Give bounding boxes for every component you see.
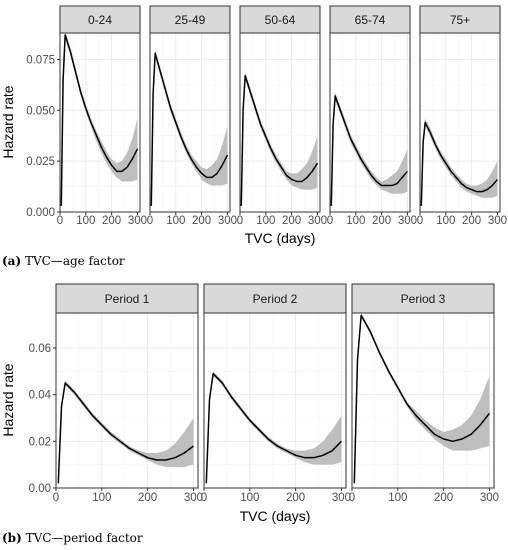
x-tick-label: 200 xyxy=(462,215,481,227)
x-tick-label: 100 xyxy=(256,215,275,227)
panel-75-: 75+ 0 100 200 300 xyxy=(417,5,507,227)
hazard-line xyxy=(57,382,194,484)
x-tick-label: 200 xyxy=(282,215,301,227)
x-tick-label: 0 xyxy=(349,492,355,504)
caption-b-text: TVC—period factor xyxy=(25,531,143,545)
facet-label: Period 3 xyxy=(401,292,446,306)
x-tick-label: 300 xyxy=(332,492,351,504)
x-tick-label: 100 xyxy=(346,215,365,227)
confidence-band xyxy=(421,118,498,206)
x-tick-label: 100 xyxy=(240,492,259,504)
confidence-band xyxy=(58,380,194,484)
facet-strip xyxy=(59,5,141,34)
hazard-line xyxy=(240,74,319,206)
panel-50-64: 50-64 0 100 200 300 xyxy=(237,5,327,227)
y-tick-label: 0.04 xyxy=(29,390,52,402)
facet-strip xyxy=(419,5,501,34)
hazard-line xyxy=(150,52,229,206)
facet-label: 25-49 xyxy=(175,13,206,27)
x-tick-label: 0 xyxy=(57,215,63,227)
y-axis-label: Hazard rate xyxy=(0,363,16,436)
panel-period-3: Period 3 0 100 200 300 xyxy=(349,283,499,504)
caption-b-label: (b) xyxy=(2,531,22,545)
y-tick-label: 0.050 xyxy=(26,105,55,117)
x-tick-label: 100 xyxy=(166,215,185,227)
caption-a-text: TVC—age factor xyxy=(24,254,125,268)
hazard-line xyxy=(205,372,342,484)
caption-a: (a) TVC—age factor xyxy=(2,254,125,268)
x-tick-label: 200 xyxy=(138,492,157,504)
panel-0-24: 0-24 0 100 200 300 xyxy=(57,5,147,227)
x-tick-label: 200 xyxy=(286,492,305,504)
x-tick-label: 100 xyxy=(436,215,455,227)
chart-age: 0.000 0.025 0.050 0.075 Hazard rate TVC (days… xyxy=(0,5,507,246)
confidence-band xyxy=(206,371,342,484)
panel-border xyxy=(351,312,495,489)
y-tick-label: 0.075 xyxy=(26,54,55,66)
x-tick-label: 200 xyxy=(192,215,211,227)
panel-border xyxy=(419,32,501,213)
x-tick-label: 0 xyxy=(417,215,423,227)
facet-label: 0-24 xyxy=(88,13,112,27)
hazard-line xyxy=(330,95,408,206)
x-tick-label: 300 xyxy=(398,215,417,227)
hazard-line xyxy=(353,314,491,484)
facet-label: Period 1 xyxy=(105,292,150,306)
panel-25-49: 25-49 0 100 200 300 xyxy=(147,5,237,227)
caption-b: (b) TVC—period factor xyxy=(2,531,143,545)
panel-border xyxy=(149,32,231,213)
x-tick-label: 200 xyxy=(102,215,121,227)
y-tick-label: 0.000 xyxy=(26,207,55,219)
facet-label: Period 2 xyxy=(253,292,298,306)
panel-border xyxy=(55,312,199,489)
facet-strip xyxy=(149,5,231,34)
x-tick-label: 0 xyxy=(237,215,243,227)
x-axis-label: TVC (days) xyxy=(245,230,316,246)
x-axis-label: TVC (days) xyxy=(240,508,311,524)
x-tick-label: 0 xyxy=(53,492,59,504)
panel-border xyxy=(203,312,347,489)
x-tick-label: 100 xyxy=(92,492,111,504)
y-tick-label: 0.06 xyxy=(29,343,51,355)
x-tick-label: 200 xyxy=(434,492,453,504)
x-tick-label: 100 xyxy=(76,215,95,227)
x-tick-label: 0 xyxy=(147,215,153,227)
x-tick-label: 300 xyxy=(480,492,499,504)
x-tick-label: 300 xyxy=(128,215,147,227)
x-tick-label: 300 xyxy=(184,492,203,504)
panel-border xyxy=(329,32,411,213)
chart-period: 0.00 0.02 0.04 0.06 Hazard rate TVC (days) Per… xyxy=(0,283,499,524)
x-tick-label: 100 xyxy=(388,492,407,504)
x-tick-label: 300 xyxy=(218,215,237,227)
y-tick-label: 0.00 xyxy=(29,483,51,495)
facet-label: 65-74 xyxy=(355,13,386,27)
confidence-band xyxy=(331,91,408,206)
panel-border xyxy=(59,32,141,213)
facet-label: 50-64 xyxy=(265,13,296,27)
panel-65-74: 65-74 0 100 200 300 xyxy=(327,5,417,227)
y-axis-label: Hazard rate xyxy=(0,85,16,158)
facet-label: 75+ xyxy=(450,13,470,27)
panel-border xyxy=(239,32,321,213)
x-tick-label: 300 xyxy=(488,215,507,227)
x-tick-label: 0 xyxy=(327,215,333,227)
confidence-band xyxy=(241,71,318,206)
x-tick-label: 200 xyxy=(372,215,391,227)
panel-period-2: Period 2 0 100 200 300 xyxy=(201,283,351,504)
hazard-line xyxy=(420,121,498,206)
x-tick-label: 300 xyxy=(308,215,327,227)
panel-period-1: Period 1 0 100 200 300 xyxy=(53,283,203,504)
caption-a-label: (a) xyxy=(2,254,22,268)
y-tick-label: 0.02 xyxy=(29,436,51,448)
hazard-line xyxy=(60,34,139,206)
y-tick-label: 0.025 xyxy=(26,156,55,168)
x-tick-label: 0 xyxy=(201,492,207,504)
facet-strip xyxy=(351,283,495,314)
